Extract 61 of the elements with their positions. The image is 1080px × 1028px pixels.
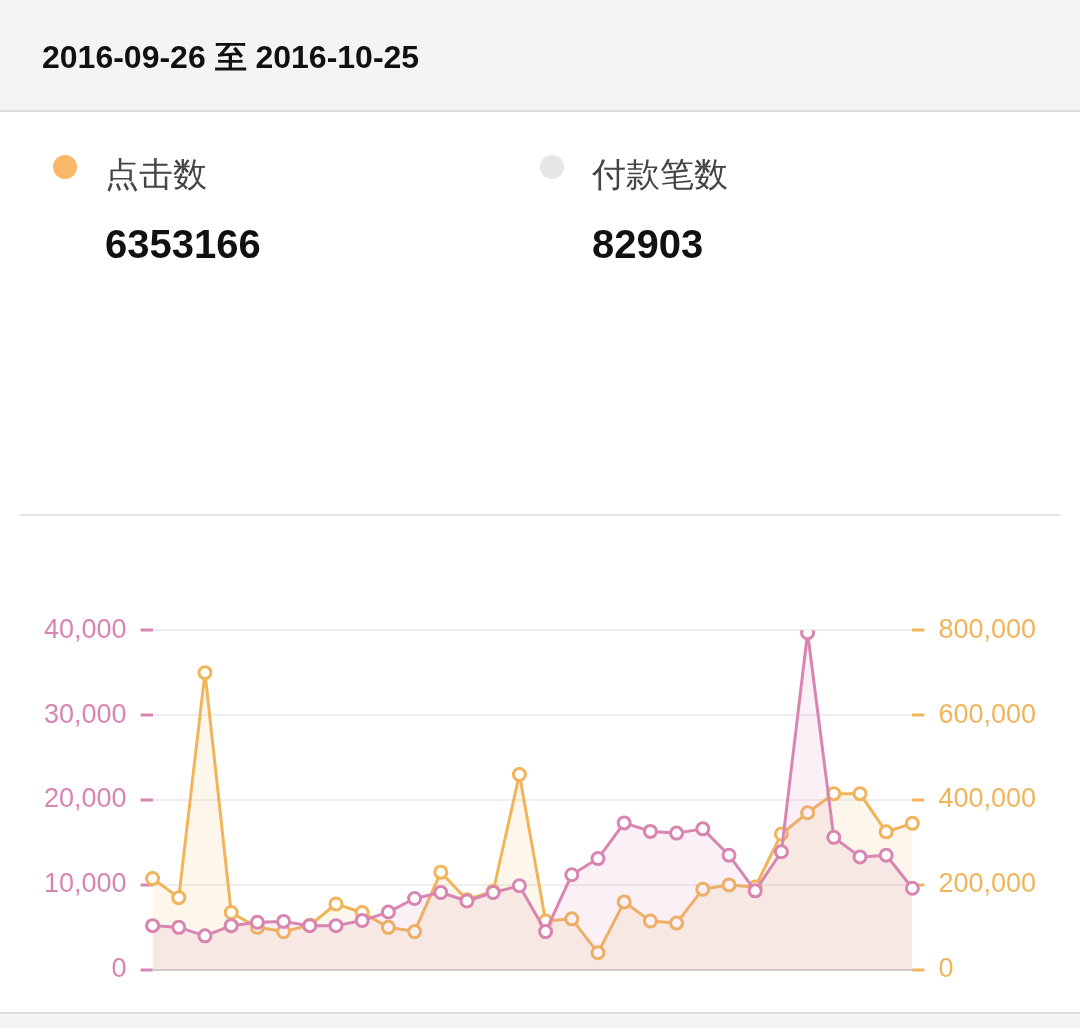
point: [249, 914, 265, 930]
text: 82903: [592, 222, 704, 267]
point: [695, 881, 711, 897]
point: [354, 913, 370, 929]
point: [276, 913, 292, 929]
point: [852, 786, 868, 802]
chart-title: 2016-09-26 至 2016-10-25: [42, 38, 420, 77]
point: [642, 823, 658, 839]
point: [197, 665, 213, 681]
text: 6353166: [105, 222, 261, 267]
point: [328, 896, 344, 912]
point: [538, 924, 554, 940]
y-tick-label: 40,000: [43, 613, 127, 644]
point: [642, 913, 658, 929]
point: [433, 885, 449, 901]
y2-tick-label: 200,000: [938, 868, 1037, 899]
point: [145, 918, 161, 934]
point: [590, 945, 606, 961]
y-tick-label: 10,000: [43, 868, 127, 899]
point: [773, 844, 789, 860]
y2-tick-label: 0: [938, 953, 954, 984]
point: [145, 871, 161, 887]
point: [223, 918, 239, 934]
text: 点击数: [105, 154, 207, 195]
point: [878, 824, 894, 840]
point: [171, 890, 187, 906]
point: [878, 847, 894, 863]
y-tick-label: 30,000: [43, 698, 127, 729]
point: [407, 924, 423, 940]
point: [800, 805, 816, 821]
point: [669, 825, 685, 841]
y2-tick-label: 800,000: [938, 613, 1037, 644]
y-tick-label: 20,000: [43, 783, 127, 814]
point: [328, 918, 344, 934]
point: [616, 815, 632, 831]
point: [407, 890, 423, 906]
point: [616, 894, 632, 910]
point: [721, 847, 737, 863]
point: [590, 851, 606, 867]
point: [747, 883, 763, 899]
point: [826, 829, 842, 845]
y2-tick-label: 600,000: [938, 698, 1037, 729]
y2-tick-label: 400,000: [938, 783, 1037, 814]
point: [380, 919, 396, 935]
point: [197, 928, 213, 944]
point: [511, 767, 527, 783]
point: [852, 849, 868, 865]
point: [904, 815, 920, 831]
point: [511, 878, 527, 894]
point: [695, 821, 711, 837]
point: [171, 919, 187, 935]
point: [904, 880, 920, 896]
point: [380, 904, 396, 920]
point: [721, 877, 737, 893]
text: 付款笔数: [592, 154, 728, 195]
point: [564, 867, 580, 883]
point: [564, 911, 580, 927]
point: [669, 915, 685, 931]
point: [223, 904, 239, 920]
point: [433, 864, 449, 880]
y-tick-label: 0: [111, 953, 127, 984]
